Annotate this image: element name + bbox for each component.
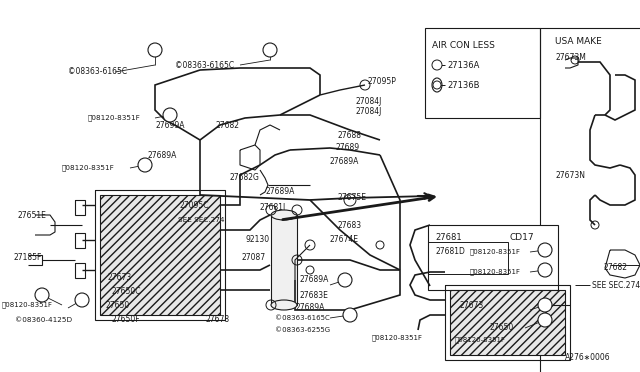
Text: 27650: 27650 — [105, 301, 129, 310]
Circle shape — [148, 43, 162, 57]
Text: ⒲08120-8351F: ⒲08120-8351F — [470, 269, 521, 275]
Circle shape — [138, 158, 152, 172]
Circle shape — [432, 60, 442, 70]
Text: 27673M: 27673M — [555, 54, 586, 62]
Text: 27650: 27650 — [490, 324, 515, 333]
Text: 27095P: 27095P — [367, 77, 396, 87]
Text: 27136A: 27136A — [447, 61, 479, 70]
Text: ⒲08120-8351F: ⒲08120-8351F — [62, 165, 115, 171]
Polygon shape — [100, 195, 220, 315]
Text: ©08360-4125D: ©08360-4125D — [15, 317, 72, 323]
Text: S: S — [153, 48, 157, 52]
Text: 27650F: 27650F — [112, 315, 141, 324]
Text: 27682G: 27682G — [230, 173, 260, 183]
Text: 27683: 27683 — [338, 221, 362, 230]
Text: 27674E: 27674E — [330, 235, 359, 244]
Text: ©08363-6165C: ©08363-6165C — [275, 315, 330, 321]
Text: ©08363-6165C: ©08363-6165C — [68, 67, 127, 77]
Ellipse shape — [271, 210, 297, 220]
Text: 92130: 92130 — [245, 235, 269, 244]
Circle shape — [343, 308, 357, 322]
Circle shape — [433, 81, 441, 89]
Circle shape — [75, 293, 89, 307]
Text: A276∗0006: A276∗0006 — [565, 353, 611, 362]
Text: 27682: 27682 — [603, 263, 627, 273]
Text: 27689A: 27689A — [265, 187, 294, 196]
Text: 27673N: 27673N — [555, 170, 585, 180]
Text: ⒲08120-8351F: ⒲08120-8351F — [372, 335, 423, 341]
Text: SEE SEC.274: SEE SEC.274 — [592, 280, 640, 289]
FancyBboxPatch shape — [428, 225, 558, 290]
Text: ⒲08120-8351F: ⒲08120-8351F — [88, 115, 141, 121]
Text: ⒲08120-8351F: ⒲08120-8351F — [455, 337, 506, 343]
Text: 27651E: 27651E — [18, 211, 47, 219]
Text: 27681D: 27681D — [435, 247, 465, 257]
Text: 27689: 27689 — [335, 144, 359, 153]
Circle shape — [538, 263, 552, 277]
Text: 27673: 27673 — [460, 301, 484, 310]
Text: 27689A: 27689A — [300, 276, 330, 285]
Text: S: S — [348, 312, 352, 317]
Text: B: B — [543, 247, 547, 253]
Text: B: B — [143, 163, 147, 167]
Text: 27681l: 27681l — [260, 202, 286, 212]
Circle shape — [538, 298, 552, 312]
Text: ©08363-6255G: ©08363-6255G — [275, 327, 330, 333]
Text: 27689A: 27689A — [295, 304, 324, 312]
Circle shape — [538, 243, 552, 257]
Text: CD17: CD17 — [510, 232, 534, 241]
Text: SEE SEC.274: SEE SEC.274 — [178, 217, 225, 223]
Text: 27084J: 27084J — [355, 108, 381, 116]
Circle shape — [338, 273, 352, 287]
Polygon shape — [450, 290, 565, 355]
Text: 27683E: 27683E — [300, 291, 329, 299]
Text: 27136B: 27136B — [447, 80, 479, 90]
Text: 27084J: 27084J — [355, 97, 381, 106]
Text: AIR CON LESS: AIR CON LESS — [432, 41, 495, 49]
Text: USA MAKE: USA MAKE — [555, 38, 602, 46]
Text: 27087: 27087 — [242, 253, 266, 263]
Text: B: B — [543, 267, 547, 273]
Text: B: B — [543, 317, 547, 323]
Text: B: B — [40, 292, 44, 298]
Text: 27689A: 27689A — [330, 157, 360, 167]
Text: S: S — [80, 298, 84, 302]
Circle shape — [538, 313, 552, 327]
Text: 27678: 27678 — [205, 315, 229, 324]
Text: S: S — [342, 278, 348, 282]
Text: 27673: 27673 — [108, 273, 132, 282]
Text: 27682: 27682 — [215, 121, 239, 129]
Circle shape — [263, 43, 277, 57]
FancyBboxPatch shape — [425, 28, 540, 118]
Text: B: B — [543, 302, 547, 308]
Circle shape — [35, 288, 49, 302]
Circle shape — [163, 108, 177, 122]
Text: 27650C: 27650C — [112, 288, 141, 296]
Text: ⒲08120-8351F: ⒲08120-8351F — [470, 249, 521, 255]
Text: 27675E: 27675E — [338, 193, 367, 202]
Text: 27095C: 27095C — [180, 201, 209, 209]
Text: 27681: 27681 — [435, 232, 461, 241]
Text: ⒲08120-8351F: ⒲08120-8351F — [2, 302, 53, 308]
Text: 27185F: 27185F — [13, 253, 42, 263]
Text: B: B — [168, 112, 172, 118]
Text: 27699A: 27699A — [155, 121, 184, 129]
Text: 27688: 27688 — [338, 131, 362, 140]
Text: ©08363-6165C: ©08363-6165C — [175, 61, 234, 70]
FancyBboxPatch shape — [271, 215, 297, 305]
Text: 27689A: 27689A — [148, 151, 177, 160]
Text: S: S — [268, 48, 272, 52]
Ellipse shape — [271, 300, 297, 310]
